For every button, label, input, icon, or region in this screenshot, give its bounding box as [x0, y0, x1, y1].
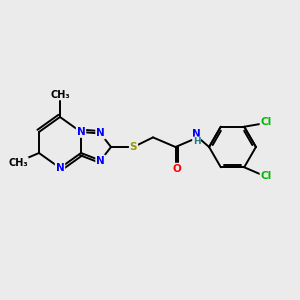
Text: N: N: [192, 129, 201, 139]
Text: CH₃: CH₃: [50, 89, 70, 100]
Text: Cl: Cl: [260, 171, 272, 181]
Text: O: O: [172, 164, 182, 174]
Text: S: S: [130, 142, 137, 152]
Text: CH₃: CH₃: [8, 158, 28, 168]
Text: H: H: [193, 137, 200, 146]
Text: Cl: Cl: [260, 117, 272, 127]
Text: N: N: [56, 163, 64, 173]
Text: N: N: [96, 128, 105, 139]
Text: N: N: [96, 155, 105, 166]
Text: N: N: [76, 127, 85, 137]
